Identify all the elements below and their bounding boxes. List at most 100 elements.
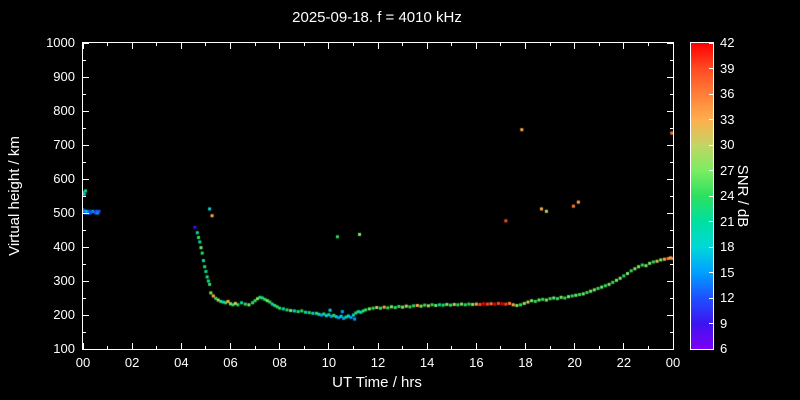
x-tick-label: 14 <box>419 355 435 370</box>
x-minor-tick-mark <box>451 346 453 349</box>
x-major-tick-mark <box>525 43 526 49</box>
x-minor-tick-mark <box>549 43 551 46</box>
colorbar-tick-mark <box>709 221 713 222</box>
y-major-tick-mark <box>83 178 89 180</box>
colorbar-tick-mark <box>709 195 713 197</box>
y-minor-tick-mark <box>670 127 673 129</box>
colorbar-tick-label: 21 <box>720 213 735 229</box>
y-minor-tick-mark <box>83 161 86 163</box>
x-tick-label: 10 <box>321 355 337 370</box>
colorbar-tick-mark <box>709 297 713 299</box>
y-tick-label: 1000 <box>46 35 75 50</box>
x-minor-tick-mark <box>107 43 109 46</box>
y-tick-label: 600 <box>53 171 75 186</box>
y-minor-tick-mark <box>83 59 86 61</box>
y-minor-tick-mark <box>83 229 86 231</box>
y-minor-tick-mark <box>670 263 673 265</box>
colorbar: 6 9 12 15 18 21 24 27 30 33 36 39 42 <box>690 35 734 356</box>
x-major-tick-mark <box>328 43 330 49</box>
y-major-tick-mark <box>83 76 89 78</box>
x-major-tick-mark <box>230 343 231 349</box>
x-major-tick-mark <box>377 343 379 349</box>
colorbar-axis-label: SNR / dB <box>734 164 751 228</box>
x-minor-tick-mark <box>598 43 600 46</box>
y-tick-label: 300 <box>53 273 75 288</box>
x-tick-label: 22 <box>616 355 632 370</box>
y-minor-tick-mark <box>83 263 86 265</box>
x-major-tick-mark <box>82 343 84 349</box>
x-tick-label: 18 <box>518 355 533 370</box>
x-minor-tick-mark <box>549 346 551 349</box>
colorbar-tick-mark <box>709 272 713 273</box>
x-tick-label: 12 <box>370 355 386 370</box>
x-tick-label: 20 <box>567 355 582 370</box>
colorbar-tick-mark <box>709 323 713 324</box>
x-major-tick-mark <box>623 343 625 349</box>
x-major-tick-mark <box>574 343 576 349</box>
y-minor-tick-mark <box>83 195 86 197</box>
x-axis-label: UT Time / hrs <box>332 374 422 391</box>
x-major-tick-mark <box>131 43 133 49</box>
x-minor-tick-mark <box>352 346 354 349</box>
x-major-tick-mark <box>475 343 477 349</box>
x-major-tick-mark <box>426 343 428 349</box>
x-minor-tick-mark <box>205 346 207 349</box>
x-minor-tick-mark <box>205 43 207 46</box>
y-minor-tick-mark <box>670 161 673 163</box>
x-major-tick-mark <box>525 343 526 349</box>
y-major-tick-mark <box>667 212 673 214</box>
x-tick-label: 04 <box>174 355 189 370</box>
y-minor-tick-mark <box>670 59 673 61</box>
y-major-tick-mark <box>83 348 89 350</box>
x-minor-tick-mark <box>647 346 649 349</box>
x-minor-tick-mark <box>598 346 600 349</box>
y-tick-label: 800 <box>53 103 75 118</box>
x-tick-label: 16 <box>469 355 484 370</box>
y-major-tick-mark <box>667 314 673 316</box>
y-major-tick-mark <box>667 110 673 112</box>
plot-area: 00 02 04 06 08 10 12 14 16 18 20 22 00 100 200 300 400 50… <box>46 35 680 370</box>
y-major-tick-mark <box>667 246 673 248</box>
colorbar-tick-label: 30 <box>720 137 735 152</box>
y-minor-tick-mark <box>670 331 673 333</box>
x-major-tick-mark <box>230 43 231 49</box>
x-minor-tick-mark <box>451 43 453 46</box>
colorbar-tick-label: 27 <box>720 162 735 178</box>
y-major-tick-mark <box>667 76 673 78</box>
colorbar-tick-label: 12 <box>720 290 735 305</box>
x-minor-tick-mark <box>647 43 649 46</box>
x-minor-tick-mark <box>352 43 354 46</box>
x-major-tick-mark <box>672 43 674 49</box>
colorbar-tick-label: 33 <box>720 111 735 127</box>
colorbar-tick-label: 36 <box>720 86 735 101</box>
x-tick-label: 08 <box>272 355 287 370</box>
y-major-tick-mark <box>83 144 89 146</box>
x-major-tick-mark <box>131 343 133 349</box>
y-tick-label: 400 <box>53 239 75 254</box>
y-minor-tick-mark <box>83 93 86 95</box>
colorbar-tick-label: 42 <box>720 35 735 50</box>
x-minor-tick-mark <box>303 43 305 46</box>
y-major-tick-mark <box>667 280 673 282</box>
y-minor-tick-mark <box>670 195 673 197</box>
colorbar-tick-label: 39 <box>720 60 735 76</box>
x-minor-tick-mark <box>254 346 256 349</box>
colorbar-tick-label: 15 <box>720 264 735 280</box>
scatter-canvas <box>83 43 673 349</box>
y-major-tick-mark <box>83 280 89 282</box>
x-major-tick-mark <box>623 43 625 49</box>
x-tick-label: 00 <box>75 355 91 370</box>
x-major-tick-mark <box>672 343 674 349</box>
y-minor-tick-mark <box>83 297 86 299</box>
x-minor-tick-mark <box>500 43 502 46</box>
y-major-tick-mark <box>667 144 673 146</box>
x-minor-tick-mark <box>254 43 256 46</box>
y-tick-label: 100 <box>53 341 75 356</box>
y-tick-label: 500 <box>53 205 75 220</box>
x-major-tick-mark <box>377 43 379 49</box>
colorbar-tick-mark <box>709 42 713 44</box>
colorbar-tick-mark <box>709 246 713 248</box>
x-minor-tick-mark <box>156 43 158 46</box>
y-minor-tick-mark <box>670 229 673 231</box>
